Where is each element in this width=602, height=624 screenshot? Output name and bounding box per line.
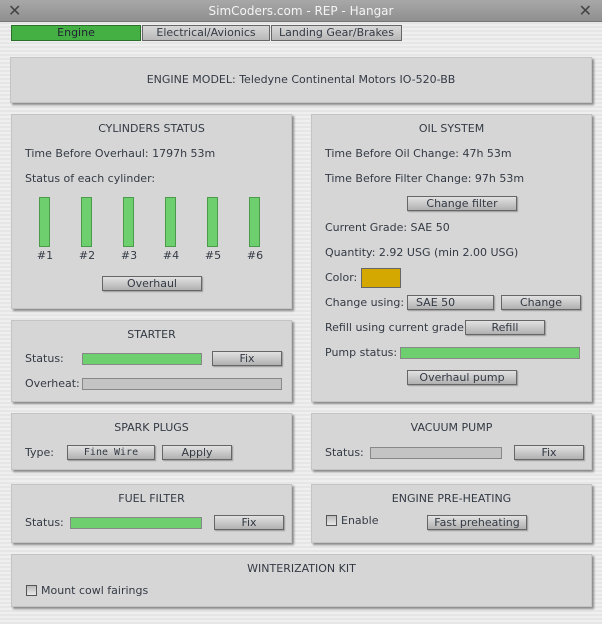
cylinder-label: #6 [246,249,264,262]
panel-title: CYLINDERS STATUS [98,122,205,135]
time-before-oil-change: Time Before Oil Change: 47h 53m [325,147,512,160]
starter-status-bar [82,353,202,365]
starter-status-label: Status: [25,352,64,365]
tab-engine[interactable]: Engine [11,25,141,41]
cylinder-2-bar [81,197,92,247]
cylinder-status-label: Status of each cylinder: [25,172,156,185]
close-icon[interactable]: ✕ [8,1,22,20]
refill-button[interactable]: Refill [465,320,545,335]
change-using-label: Change using: [325,296,405,309]
window-title: SimCoders.com - REP - Hangar [208,4,394,18]
fuel-filter-status-label: Status: [25,516,64,529]
color-label: Color: [325,271,358,284]
fuel-filter-fix-button[interactable]: Fix [214,515,284,530]
time-before-filter-change: Time Before Filter Change: 97h 53m [325,172,525,185]
oil-quantity: Quantity: 2.92 USG (min 2.00 USG) [325,246,519,259]
pump-status-label: Pump status: [325,346,398,359]
close-icon[interactable]: ✕ [578,1,592,20]
time-before-overhaul: Time Before Overhaul: 1797h 53m [25,147,216,160]
refill-label: Refill using current grade: [325,321,468,334]
panel-title: SPARK PLUGS [114,421,189,434]
vacuum-status-bar [370,447,502,459]
mount-cowl-fairings-label: Mount cowl fairings [41,584,149,597]
cylinder-label: #2 [78,249,96,262]
engine-model: ENGINE MODEL: Teledyne Continental Motor… [146,73,456,86]
cylinder-label: #1 [36,249,54,262]
cylinder-3-bar [123,197,134,247]
enable-preheat-checkbox[interactable] [326,515,337,526]
fuel-filter-status-bar [70,517,202,529]
engine-preheating-panel: ENGINE PRE-HEATING Enable Fast preheatin… [311,484,592,543]
vacuum-fix-button[interactable]: Fix [514,445,584,460]
vacuum-pump-panel: VACUUM PUMP Status: Fix [311,413,592,470]
cylinders-panel: CYLINDERS STATUS Time Before Overhaul: 1… [11,114,292,309]
panel-title: ENGINE PRE-HEATING [391,492,512,505]
cylinder-label: #3 [120,249,138,262]
change-filter-button[interactable]: Change filter [407,196,517,211]
pump-status-bar [400,347,580,359]
cylinder-label: #5 [204,249,222,262]
spark-plugs-panel: SPARK PLUGS Type: Fine Wire Apply [11,413,292,470]
cylinder-6-bar [249,197,260,247]
cylinder-5-bar [207,197,218,247]
overhaul-button[interactable]: Overhaul [102,276,202,291]
title-bar: ✕ SimCoders.com - REP - Hangar ✕ [0,0,602,22]
starter-panel: STARTER Status: Fix Overheat: [11,320,292,402]
overheat-bar [82,378,282,390]
panel-title: FUEL FILTER [118,492,185,505]
tab-landing-gear-brakes[interactable]: Landing Gear/Brakes [271,25,402,41]
change-oil-button[interactable]: Change [501,295,581,310]
oil-color-swatch [361,268,401,288]
type-label: Type: [25,446,54,459]
panel-title: OIL SYSTEM [418,122,485,135]
tab-electrical-avionics[interactable]: Electrical/Avionics [142,25,270,41]
panel-title: VACUUM PUMP [410,421,493,434]
oil-grade-select[interactable]: SAE 50 [407,295,494,310]
starter-fix-button[interactable]: Fix [212,351,282,366]
cylinder-1-bar [39,197,50,247]
winterization-panel: WINTERIZATION KIT Mount cowl fairings [11,554,592,607]
apply-button[interactable]: Apply [162,445,232,460]
cylinder-label: #4 [162,249,180,262]
overhaul-pump-button[interactable]: Overhaul pump [407,370,517,385]
vacuum-status-label: Status: [325,446,364,459]
current-grade: Current Grade: SAE 50 [325,221,450,234]
panel-title: STARTER [127,328,176,341]
enable-label: Enable [341,514,379,527]
mount-cowl-fairings-checkbox[interactable] [26,585,37,596]
oil-system-panel: OIL SYSTEM Time Before Oil Change: 47h 5… [311,114,592,402]
panel-title: WINTERIZATION KIT [247,562,356,575]
fuel-filter-panel: FUEL FILTER Status: Fix [11,484,292,543]
engine-model-panel: ENGINE MODEL: Teledyne Continental Motor… [10,57,592,103]
fast-preheating-button[interactable]: Fast preheating [427,515,527,530]
spark-plug-type-select[interactable]: Fine Wire [67,445,155,460]
cylinder-4-bar [165,197,176,247]
overheat-label: Overheat: [25,377,80,390]
